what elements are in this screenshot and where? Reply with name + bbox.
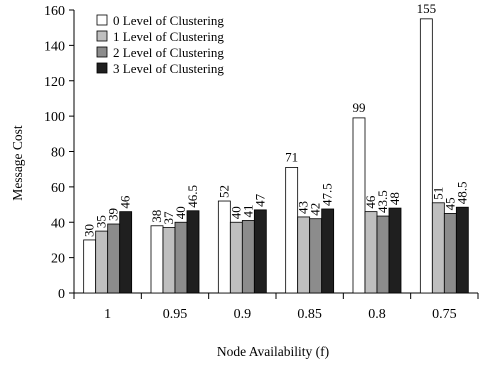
bar xyxy=(364,211,378,294)
legend-label: 1 Level of Clustering xyxy=(113,29,224,44)
bar xyxy=(455,206,469,294)
bar xyxy=(309,218,323,294)
bar xyxy=(95,230,109,294)
data-label: 39 xyxy=(106,208,121,221)
x-tick-label: 0.75 xyxy=(432,307,457,322)
data-label: 40 xyxy=(173,206,188,219)
bar xyxy=(150,225,164,294)
bar xyxy=(119,211,133,294)
legend-label: 3 Level of Clustering xyxy=(113,61,224,76)
data-label: 46.5 xyxy=(185,185,200,208)
data-label: 51 xyxy=(430,187,445,200)
data-label: 43 xyxy=(296,201,311,214)
bar xyxy=(388,207,402,294)
bar xyxy=(229,221,243,294)
x-tick-label: 0.85 xyxy=(297,307,322,322)
y-tick-label: 40 xyxy=(51,216,65,231)
x-tick-label: 0.8 xyxy=(368,307,386,322)
legend-swatch xyxy=(96,30,108,42)
data-label: 48 xyxy=(387,192,402,205)
data-label: 52 xyxy=(216,185,231,198)
legend-swatch xyxy=(96,14,108,26)
data-label: 99 xyxy=(353,100,366,115)
bar xyxy=(297,216,311,294)
plot-area: 0204060801001201401601303539460.95383740… xyxy=(44,1,479,322)
data-label: 47.5 xyxy=(320,183,335,206)
data-label: 37 xyxy=(161,211,176,225)
data-label: 47 xyxy=(252,193,267,207)
legend-label: 2 Level of Clustering xyxy=(113,45,224,60)
bar xyxy=(443,213,457,294)
legend-swatch xyxy=(96,62,108,74)
x-tick-label: 0.95 xyxy=(163,307,188,322)
data-label: 42 xyxy=(308,203,323,216)
data-label: 30 xyxy=(82,224,97,237)
y-axis-label: Message Cost xyxy=(10,125,25,201)
y-tick-label: 100 xyxy=(44,110,65,125)
data-label: 43.5 xyxy=(375,190,390,213)
bar xyxy=(431,202,445,294)
bar xyxy=(321,208,335,294)
legend-label: 0 Level of Clustering xyxy=(113,13,224,28)
y-tick-label: 120 xyxy=(44,75,65,90)
bar xyxy=(174,221,188,294)
data-label: 41 xyxy=(240,204,255,217)
bar xyxy=(285,167,299,294)
data-label: 35 xyxy=(94,215,109,228)
bar xyxy=(241,220,255,294)
bar xyxy=(162,227,176,294)
data-label: 46 xyxy=(363,195,378,209)
data-label: 38 xyxy=(149,210,164,223)
x-tick-label: 0.9 xyxy=(234,307,252,322)
bar xyxy=(186,210,200,294)
y-tick-label: 80 xyxy=(51,146,65,161)
x-tick-label: 1 xyxy=(104,307,111,322)
bar xyxy=(107,223,121,294)
legend-swatch xyxy=(96,46,108,58)
data-label: 45 xyxy=(442,197,457,210)
bar xyxy=(83,239,97,294)
bar xyxy=(253,209,267,294)
data-label: 155 xyxy=(417,1,437,16)
y-tick-label: 0 xyxy=(58,287,65,302)
data-label: 71 xyxy=(285,149,298,164)
data-label: 46 xyxy=(118,195,133,209)
bar xyxy=(352,117,366,294)
y-tick-label: 140 xyxy=(44,39,65,54)
y-tick-label: 20 xyxy=(51,252,65,267)
y-tick-label: 60 xyxy=(51,181,65,196)
bar xyxy=(419,18,433,294)
data-label: 48.5 xyxy=(454,181,469,204)
y-tick-label: 160 xyxy=(44,4,65,19)
x-axis-label: Node Availability (f) xyxy=(217,344,329,359)
bar xyxy=(376,215,390,294)
data-label: 40 xyxy=(228,206,243,219)
